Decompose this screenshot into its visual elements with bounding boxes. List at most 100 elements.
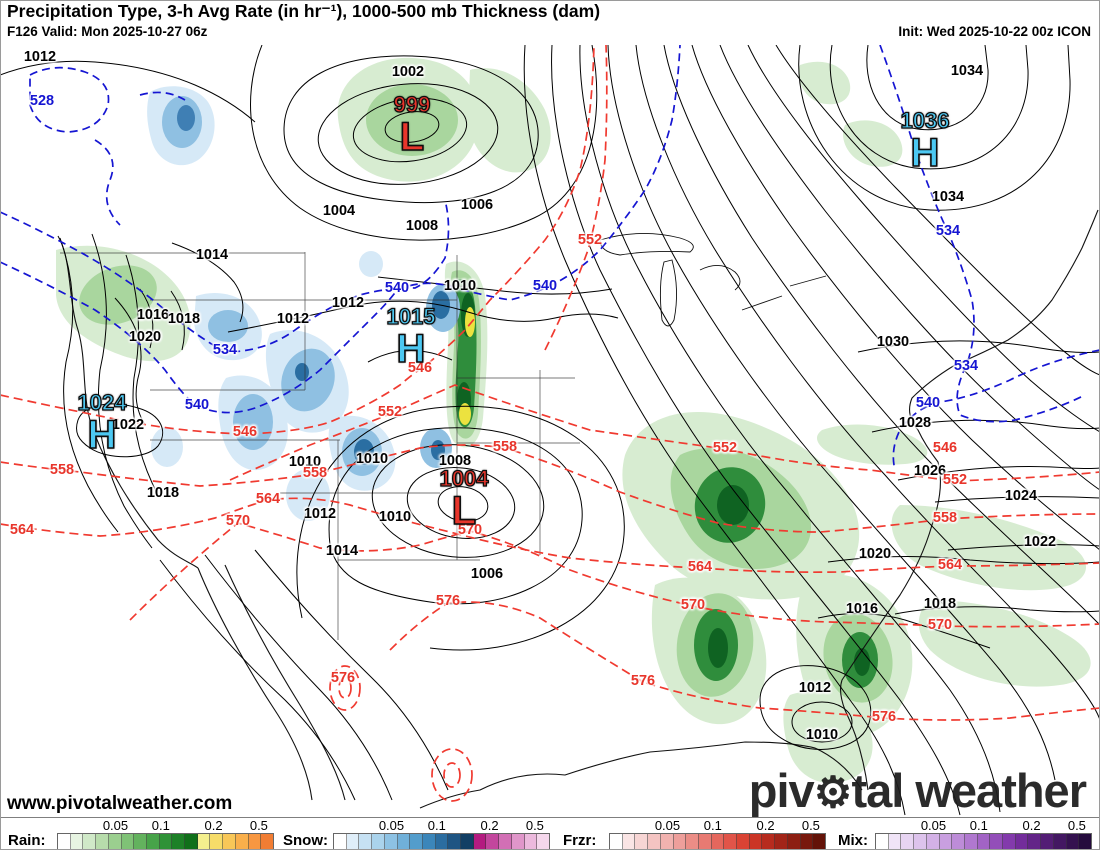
legend-tick: 0.1 xyxy=(703,818,722,833)
legend-color-cell xyxy=(711,834,725,849)
legend-color-cell xyxy=(537,834,549,849)
logo-text-right: tal weather xyxy=(851,764,1087,817)
legend-color-cell xyxy=(372,834,385,849)
legend-tick: 0.05 xyxy=(102,818,129,833)
legend-color-cell xyxy=(359,834,373,849)
legend-color-cell xyxy=(1079,834,1091,849)
legend-color-cell xyxy=(990,834,1004,849)
legend-color-cell xyxy=(473,834,487,849)
legend-color-cell xyxy=(172,834,186,849)
valid-time-text: F126 Valid: Mon 2025-10-27 06z xyxy=(7,24,208,39)
map-area xyxy=(0,45,1100,817)
legend-color-cell xyxy=(134,834,147,849)
legend-tick: 0.5 xyxy=(801,818,820,833)
legend-color-cell xyxy=(96,834,109,849)
legend-colorbar xyxy=(333,833,550,850)
legend-color-cell xyxy=(197,834,211,849)
legend-color-cell xyxy=(448,834,462,849)
legend-color-cell xyxy=(622,834,636,849)
legend-color-cell xyxy=(876,834,889,849)
legend-tick: 0.1 xyxy=(151,818,170,833)
legend-label: Mix: xyxy=(838,832,868,849)
init-time-text: Init: Wed 2025-10-22 00z ICON xyxy=(898,24,1091,39)
legend-color-cell xyxy=(952,834,965,849)
page-title: Precipitation Type, 3-h Avg Rate (in hr⁻… xyxy=(7,1,601,21)
legend-label: Frzr: xyxy=(563,832,597,849)
legend-color-cell xyxy=(673,834,687,849)
legend-tick: 0.2 xyxy=(756,818,775,833)
legend-label: Rain: xyxy=(8,832,46,849)
legend-color-cell xyxy=(146,834,160,849)
legend-color-cell xyxy=(775,834,788,849)
legend-tick: 0.5 xyxy=(249,818,268,833)
legend-tick: 0.2 xyxy=(480,818,499,833)
legend-color-cell xyxy=(787,834,801,849)
legend-tick: 0.1 xyxy=(427,818,446,833)
precip-legend: Rain: 0.05 0.1 0.2 0.5 Snow: 0.05 0.1 0.2 0.5 Frzr… xyxy=(0,817,1100,850)
legend-tick: 0.05 xyxy=(920,818,947,833)
legend-color-cell xyxy=(660,834,674,849)
legend-tick: 0.05 xyxy=(378,818,405,833)
legend-color-cell xyxy=(939,834,953,849)
legend-tick: 0.2 xyxy=(1022,818,1041,833)
legend-label: Snow: xyxy=(283,832,328,849)
legend-color-cell xyxy=(435,834,449,849)
legend-color-cell xyxy=(1028,834,1042,849)
legend-color-cell xyxy=(210,834,224,849)
legend-color-cell xyxy=(926,834,940,849)
legend-color-cell xyxy=(749,834,763,849)
legend-color-cell xyxy=(888,834,902,849)
logo-text-left: piv xyxy=(748,764,815,817)
legend-color-cell xyxy=(346,834,360,849)
legend-color-cell xyxy=(724,834,738,849)
legend-color-cell xyxy=(384,834,398,849)
legend-colorbar xyxy=(57,833,274,850)
legend-color-cell xyxy=(1041,834,1054,849)
legend-color-cell xyxy=(185,834,198,849)
legend-color-cell xyxy=(901,834,915,849)
legend-tick: 0.5 xyxy=(1067,818,1086,833)
legend-color-cell xyxy=(686,834,699,849)
legend-color-cell xyxy=(635,834,649,849)
legend-color-cell xyxy=(58,834,71,849)
legend-color-cell xyxy=(397,834,411,849)
legend-color-cell xyxy=(410,834,423,849)
legend-color-cell xyxy=(223,834,236,849)
legend-color-cell xyxy=(610,834,623,849)
legend-color-cell xyxy=(813,834,825,849)
legend-color-cell xyxy=(1053,834,1067,849)
legend-color-cell xyxy=(1066,834,1080,849)
legend-color-cell xyxy=(108,834,122,849)
legend-tick: 0.1 xyxy=(969,818,988,833)
legend-color-cell xyxy=(524,834,538,849)
legend-color-cell xyxy=(964,834,978,849)
pivotal-weather-logo: piv⚙tal weather xyxy=(748,763,1087,818)
legend-color-cell xyxy=(422,834,436,849)
legend-color-cell xyxy=(486,834,500,849)
legend-color-cell xyxy=(121,834,135,849)
legend-colorbar xyxy=(875,833,1092,850)
legend-colorbar xyxy=(609,833,826,850)
legend-color-cell xyxy=(737,834,750,849)
legend-color-cell xyxy=(800,834,814,849)
watermark-url: www.pivotalweather.com xyxy=(7,793,233,814)
legend-color-cell xyxy=(261,834,273,849)
legend-color-cell xyxy=(648,834,661,849)
legend-color-cell xyxy=(914,834,927,849)
legend-color-cell xyxy=(499,834,512,849)
legend-color-cell xyxy=(977,834,991,849)
legend-tick: 0.05 xyxy=(654,818,681,833)
legend-color-cell xyxy=(70,834,84,849)
legend-tick: 0.5 xyxy=(525,818,544,833)
legend-color-cell xyxy=(334,834,347,849)
legend-color-cell xyxy=(1015,834,1029,849)
legend-color-cell xyxy=(235,834,249,849)
legend-color-cell xyxy=(461,834,474,849)
gear-icon: ⚙ xyxy=(813,769,853,817)
legend-color-cell xyxy=(248,834,262,849)
legend-color-cell xyxy=(762,834,776,849)
legend-tick: 0.2 xyxy=(204,818,223,833)
legend-color-cell xyxy=(698,834,712,849)
legend-color-cell xyxy=(159,834,173,849)
legend-color-cell xyxy=(511,834,525,849)
